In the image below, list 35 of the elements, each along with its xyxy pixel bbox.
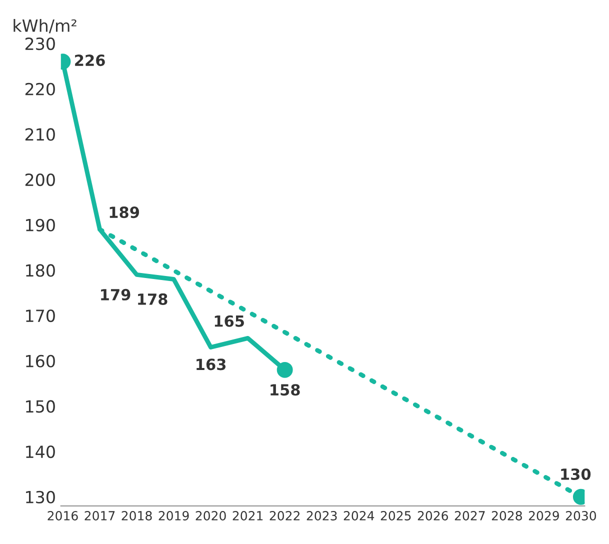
x-tick-label: 2026 bbox=[418, 511, 448, 520]
x-tick-label: 2021 bbox=[232, 511, 263, 520]
data-label: 178 bbox=[138, 293, 168, 305]
y-tick-label: 140 bbox=[26, 445, 55, 458]
x-tick-label: 2022 bbox=[270, 511, 300, 520]
x-tick-label: 2018 bbox=[122, 511, 152, 520]
y-tick-label: 150 bbox=[26, 400, 55, 413]
x-tick-label: 2029 bbox=[528, 511, 559, 520]
x-tick-label: 2016 bbox=[48, 511, 78, 520]
data-label: 158 bbox=[270, 384, 300, 396]
data-label: 226 bbox=[75, 54, 105, 66]
data-label: 165 bbox=[214, 315, 244, 327]
y-tick-label: 180 bbox=[26, 264, 55, 277]
y-tick-label: 210 bbox=[25, 128, 55, 141]
x-tick-label: 2024 bbox=[344, 511, 374, 520]
y-tick-label: 130 bbox=[26, 490, 55, 504]
x-tick-label: 2020 bbox=[196, 511, 226, 520]
x-tick-label: 2017 bbox=[84, 511, 115, 520]
x-tick-label: 2019 bbox=[158, 511, 189, 520]
x-tick-label: 2025 bbox=[380, 511, 411, 520]
x-tick-label: 2030 bbox=[566, 511, 596, 520]
y-tick-label: 190 bbox=[26, 218, 55, 232]
x-tick-label: 2023 bbox=[306, 511, 337, 520]
data-label: 179 bbox=[101, 288, 130, 300]
data-label: 163 bbox=[196, 358, 226, 370]
data-label: 189 bbox=[110, 206, 140, 218]
data-label: 130 bbox=[561, 468, 591, 480]
y-axis-title: kWh/m² bbox=[14, 19, 76, 34]
y-tick-label: 170 bbox=[26, 309, 55, 322]
x-tick-label: 2028 bbox=[492, 511, 522, 520]
y-tick-label: 230 bbox=[25, 37, 55, 50]
x-tick-label: 2027 bbox=[454, 511, 485, 520]
y-tick-label: 200 bbox=[25, 173, 55, 186]
y-tick-label: 160 bbox=[26, 354, 55, 368]
y-tick-label: 220 bbox=[25, 82, 55, 96]
